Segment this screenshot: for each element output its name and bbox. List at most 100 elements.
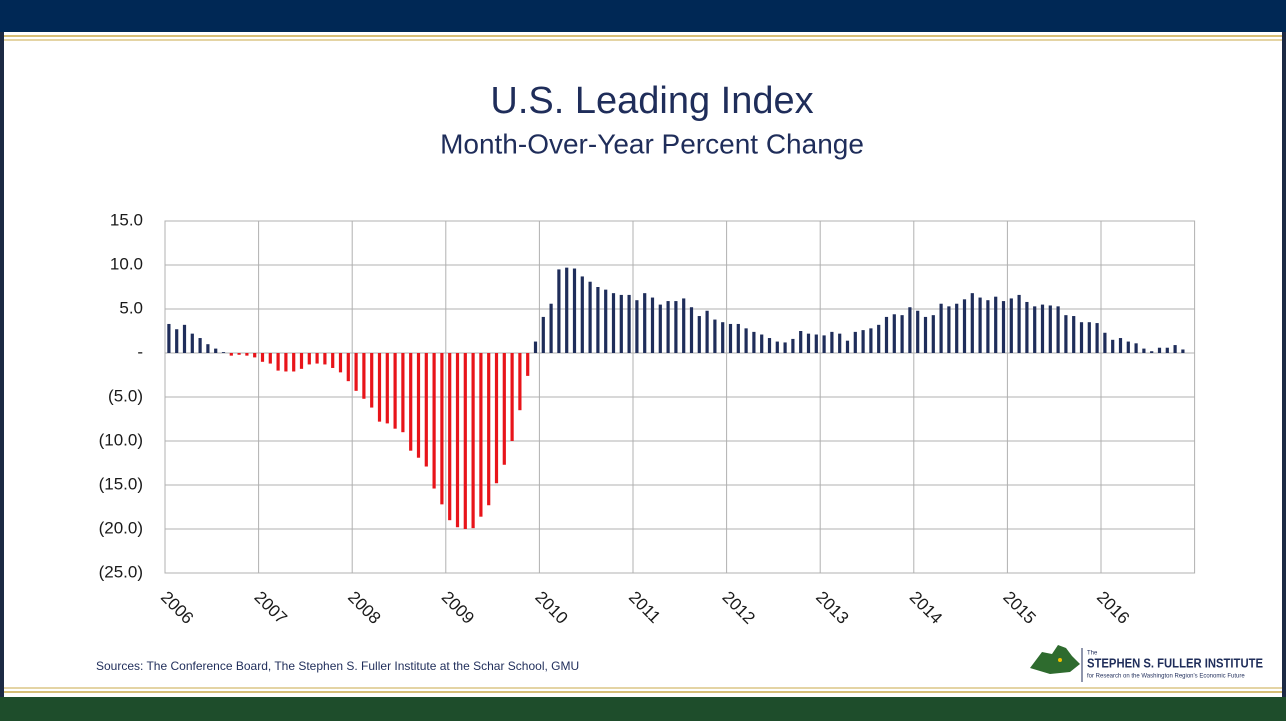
- bar: [1095, 323, 1099, 353]
- bar: [822, 335, 826, 353]
- bar: [541, 316, 545, 353]
- bar: [791, 338, 795, 353]
- bar: [370, 353, 374, 408]
- bar: [947, 306, 951, 353]
- y-tick-label: 5.0: [119, 298, 143, 317]
- bar: [463, 353, 467, 529]
- bar: [377, 353, 382, 422]
- chart-title: U.S. Leading Index: [490, 80, 813, 122]
- bar: [666, 301, 670, 353]
- y-tick-label: 15.0: [110, 210, 143, 229]
- bar: [580, 276, 584, 353]
- bar: [1072, 316, 1076, 353]
- bar: [1126, 341, 1130, 353]
- source-note: Sources: The Conference Board, The Steph…: [96, 659, 579, 673]
- bar: [838, 333, 842, 353]
- bar: [401, 353, 405, 433]
- bar: [229, 353, 233, 356]
- bar: [338, 353, 343, 373]
- bar: [627, 294, 631, 353]
- y-tick-label: 10.0: [110, 254, 143, 273]
- bar: [783, 342, 787, 353]
- bar: [471, 353, 475, 529]
- bar: [198, 338, 202, 353]
- bar: [292, 353, 296, 372]
- bar: [861, 330, 865, 353]
- bar: [307, 353, 311, 365]
- bar: [643, 293, 647, 353]
- bar: [845, 340, 850, 353]
- bar: [658, 304, 662, 353]
- bar: [697, 316, 701, 353]
- bar: [221, 352, 226, 353]
- bar: [1118, 338, 1123, 353]
- bar: [502, 353, 506, 465]
- bar: [744, 328, 748, 353]
- bar: [994, 296, 998, 353]
- y-tick-label: (15.0): [99, 474, 143, 493]
- bar: [206, 344, 210, 353]
- bar: [175, 329, 179, 353]
- bar: [1048, 305, 1052, 353]
- bar: [978, 297, 982, 353]
- bar: [331, 353, 335, 368]
- logo: The STEPHEN S. FULLER INSTITUTE for Rese…: [1030, 645, 1263, 682]
- bar: [650, 297, 655, 353]
- bar: [214, 348, 218, 353]
- bar: [884, 316, 889, 353]
- bar: [299, 353, 304, 369]
- bar: [182, 324, 187, 353]
- bar: [1142, 348, 1146, 353]
- bar: [1087, 322, 1091, 353]
- bar: [1150, 351, 1154, 353]
- chart-subtitle: Month-Over-Year Percent Change: [440, 128, 864, 159]
- bar: [1111, 339, 1115, 353]
- bar: [1009, 298, 1013, 353]
- logo-dot: [1058, 658, 1062, 662]
- bar: [245, 353, 249, 356]
- bar: [572, 268, 577, 353]
- bar: [284, 353, 288, 372]
- bar: [190, 333, 194, 353]
- bar: [1056, 306, 1060, 353]
- bar: [1134, 343, 1138, 353]
- bar: [916, 310, 920, 353]
- y-tick-label: (10.0): [99, 430, 143, 449]
- bar: [908, 307, 912, 353]
- bar: [346, 353, 350, 382]
- bar: [596, 287, 600, 353]
- bar: [1181, 349, 1185, 353]
- bar: [736, 323, 740, 353]
- bar: [713, 319, 717, 353]
- bar: [510, 353, 514, 441]
- bar: [635, 300, 639, 353]
- bar: [323, 353, 327, 365]
- bar: [752, 331, 756, 353]
- y-tick-label: (25.0): [99, 562, 143, 581]
- bar: [1064, 315, 1068, 353]
- bar: [877, 324, 881, 353]
- bar: [705, 310, 709, 353]
- bar: [393, 353, 397, 429]
- bar: [518, 353, 522, 411]
- bar: [689, 307, 694, 353]
- logo-name: STEPHEN S. FULLER INSTITUTE: [1087, 655, 1263, 670]
- y-tick-label: (5.0): [108, 386, 143, 405]
- bar: [354, 353, 358, 391]
- bar: [479, 353, 483, 517]
- bar: [962, 299, 967, 353]
- bar: [970, 293, 974, 353]
- bar: [1040, 304, 1045, 353]
- bar: [167, 323, 171, 353]
- bar: [869, 328, 873, 353]
- bar: [588, 281, 592, 353]
- bar: [1001, 301, 1006, 353]
- bar: [1103, 332, 1107, 353]
- bar: [721, 322, 725, 353]
- bar: [760, 334, 764, 353]
- bar: [767, 338, 772, 353]
- bar: [1079, 322, 1084, 353]
- bar: [440, 353, 444, 505]
